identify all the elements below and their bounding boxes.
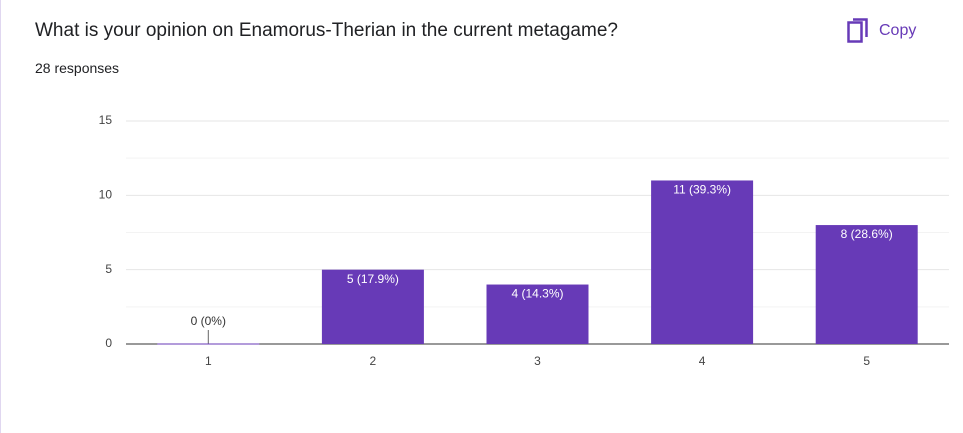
x-tick-label: 5 (863, 354, 870, 368)
bar (815, 225, 918, 344)
y-tick-label: 15 (99, 113, 113, 127)
bar (486, 284, 589, 344)
value-label: 5 (17.9%) (347, 272, 399, 286)
x-tick-label: 3 (534, 354, 541, 368)
copy-button[interactable]: Copy (847, 18, 916, 44)
value-label: 8 (28.6%) (841, 227, 893, 241)
response-count: 28 responses (35, 60, 120, 76)
y-tick-label: 5 (105, 262, 112, 276)
copy-label[interactable]: Copy (879, 22, 917, 39)
chart-title: What is your opinion on Enamorus-Therian… (35, 20, 618, 41)
x-tick-label: 2 (370, 354, 377, 368)
value-label: 11 (39.3%) (673, 183, 731, 197)
bar (651, 180, 754, 344)
y-tick-label: 0 (105, 336, 112, 350)
value-label: 4 (14.3%) (511, 287, 563, 301)
x-tick-label: 1 (205, 354, 212, 368)
bar (321, 269, 424, 344)
y-tick-label: 10 (99, 188, 113, 202)
copy-icon (847, 18, 868, 43)
x-tick-label: 4 (699, 354, 706, 368)
value-label: 0 (0%) (191, 314, 226, 328)
